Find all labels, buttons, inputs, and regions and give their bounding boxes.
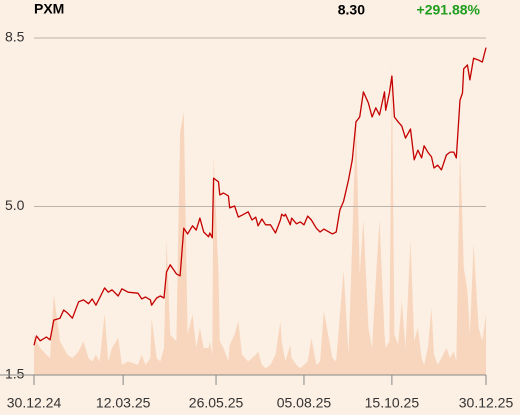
y-tick-label: 8.5 bbox=[5, 29, 25, 45]
x-tick-label: 12.03.25 bbox=[96, 395, 151, 411]
y-tick-label: 1.5 bbox=[5, 366, 25, 382]
y-tick-label: 5.0 bbox=[5, 197, 25, 213]
last-price: 8.30 bbox=[338, 2, 365, 18]
change: +291.88% bbox=[417, 2, 481, 18]
x-tick-label: 26.05.25 bbox=[189, 395, 244, 411]
volume-area bbox=[34, 65, 486, 375]
x-tick-label: 30.12.25 bbox=[459, 395, 514, 411]
x-tick-label: 30.12.24 bbox=[7, 395, 62, 411]
x-tick-label: 05.08.25 bbox=[277, 395, 332, 411]
x-tick-label: 15.10.25 bbox=[365, 395, 420, 411]
ticker: PXM bbox=[34, 1, 64, 17]
price-line bbox=[33, 47, 487, 346]
